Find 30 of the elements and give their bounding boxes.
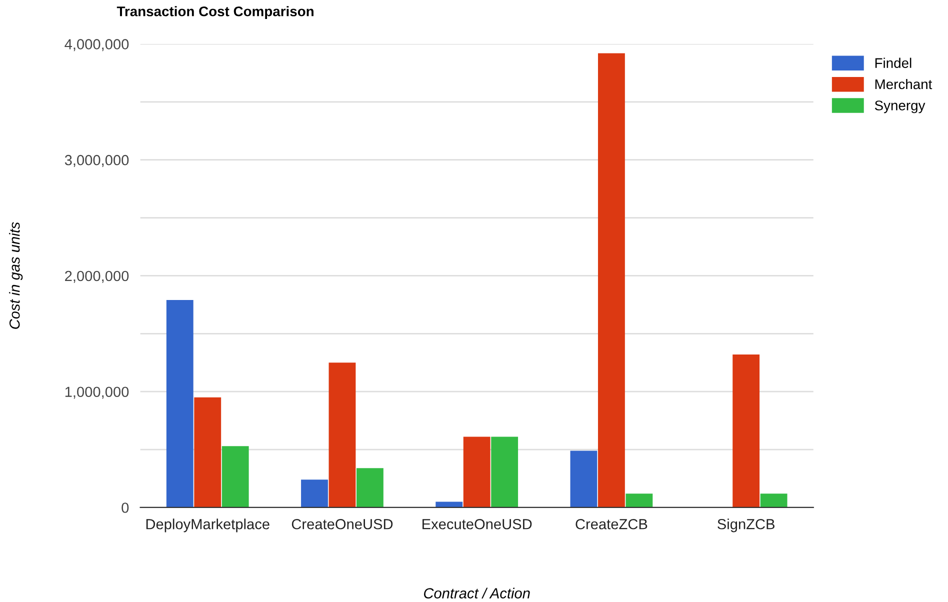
bar xyxy=(626,494,653,508)
bar xyxy=(491,436,518,508)
legend-label: Findel xyxy=(875,58,912,68)
x-tick-label: CreateZCB xyxy=(576,518,648,530)
bar xyxy=(222,446,249,508)
bar xyxy=(570,450,598,508)
y-tick-label: 2,000,000 xyxy=(65,270,129,283)
x-axis-title: Contract / Action xyxy=(424,588,530,598)
legend-label: Merchant xyxy=(875,78,932,90)
y-tick-label: 3,000,000 xyxy=(64,154,129,167)
x-tick-label: CreateOneUSD xyxy=(292,518,393,530)
bar xyxy=(301,480,328,508)
bar xyxy=(598,53,625,508)
bar xyxy=(194,397,222,508)
y-tick-label: 4,000,000 xyxy=(64,39,129,52)
bar xyxy=(328,362,356,508)
bar xyxy=(732,354,760,508)
bar xyxy=(436,502,463,508)
bar xyxy=(463,436,490,508)
y-tick-label: 1,000,000 xyxy=(65,386,129,399)
bar xyxy=(356,468,384,508)
bar xyxy=(760,494,788,508)
legend-label: Synergy xyxy=(874,100,926,114)
x-tick-label: SignZCB xyxy=(718,518,774,532)
bar xyxy=(166,300,194,508)
chart-title: Transaction Cost Comparison xyxy=(116,6,314,20)
y-axis-title: Cost in gas units xyxy=(9,222,23,329)
x-tick-label: ExecuteOneUSD xyxy=(422,518,532,530)
y-tick-label: 0 xyxy=(122,502,129,513)
x-tick-label: DeployMarketplace xyxy=(146,518,270,532)
